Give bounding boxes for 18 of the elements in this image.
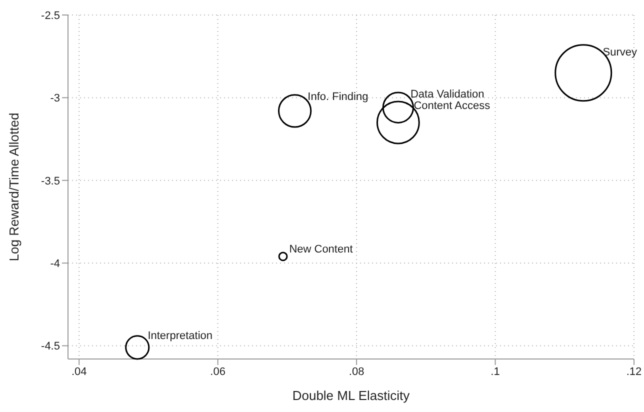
y-axis-title: Log Reward/Time Allotted <box>6 112 22 262</box>
x-tick-label: .08 <box>348 366 364 378</box>
annotation: Data Validation <box>410 88 484 100</box>
y-tick-label: -2.5 <box>41 10 60 22</box>
y-tick-label: -4.5 <box>41 340 60 353</box>
annotation: Content Access <box>414 100 491 112</box>
y-tick-label: -4 <box>50 258 60 270</box>
x-tick-label: .04 <box>71 366 87 378</box>
y-tick-label: -3 <box>50 92 60 105</box>
x-axis-title: Double ML Elasticity <box>292 388 410 403</box>
annotation: Info. Finding <box>308 91 368 104</box>
y-tick-label: -3.5 <box>41 175 60 188</box>
x-tick-label: .12 <box>626 366 642 378</box>
annotation: Survey <box>602 46 638 58</box>
annotation: Interpretation <box>148 330 213 342</box>
x-tick-label: .1 <box>490 366 500 378</box>
x-tick-label: .06 <box>210 366 226 378</box>
annotation: New Content <box>289 243 353 256</box>
